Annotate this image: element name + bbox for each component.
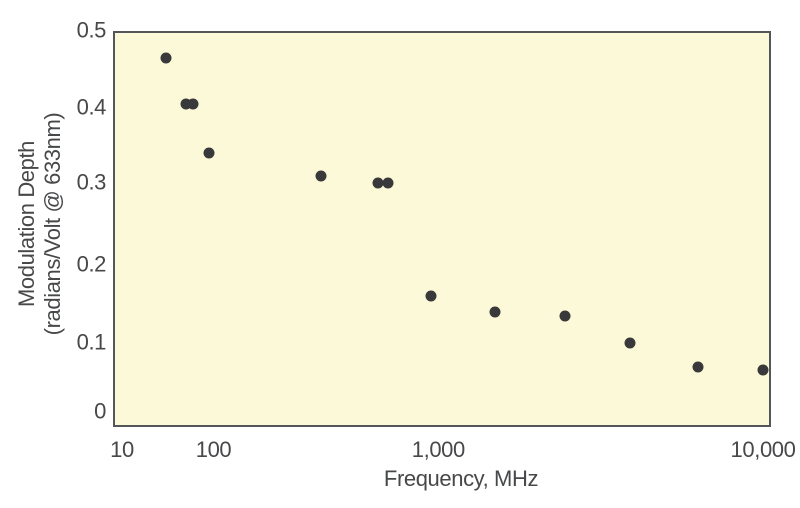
y-tick-label-0: 0 bbox=[94, 398, 106, 424]
x-tick-label-1,000: 1,000 bbox=[411, 437, 465, 462]
data-point bbox=[559, 310, 571, 321]
data-point bbox=[203, 147, 215, 159]
data-point bbox=[489, 306, 501, 318]
y-tick-label-0.2: 0.2 bbox=[76, 251, 107, 277]
y-tick-label-0.4: 0.4 bbox=[76, 94, 107, 120]
y-axis-title-line2: (radians/Volt @ 633nm) bbox=[40, 112, 65, 336]
y-tick-label-0.1: 0.1 bbox=[76, 329, 107, 355]
x-tick-label-10: 10 bbox=[110, 437, 134, 462]
data-point bbox=[692, 361, 704, 373]
data-point bbox=[382, 177, 394, 189]
data-point bbox=[180, 98, 192, 110]
y-axis-title: Modulation Depth (radians/Volt @ 633nm) bbox=[14, 113, 66, 336]
x-tick-label-10,000: 10,000 bbox=[730, 437, 796, 462]
y-tick-label-0.3: 0.3 bbox=[76, 169, 107, 195]
data-point bbox=[315, 170, 327, 182]
data-point bbox=[757, 364, 769, 376]
data-point bbox=[187, 98, 199, 110]
y-tick-label-0.5: 0.5 bbox=[76, 17, 107, 43]
data-point bbox=[372, 177, 384, 189]
x-axis-title: Frequency, MHz bbox=[383, 466, 539, 491]
data-point bbox=[160, 52, 172, 64]
y-axis-title-line1: Modulation Depth bbox=[14, 140, 39, 308]
data-point bbox=[624, 337, 636, 349]
x-tick-label-100: 100 bbox=[195, 437, 232, 462]
plot-area bbox=[113, 31, 771, 427]
data-point bbox=[425, 290, 437, 302]
